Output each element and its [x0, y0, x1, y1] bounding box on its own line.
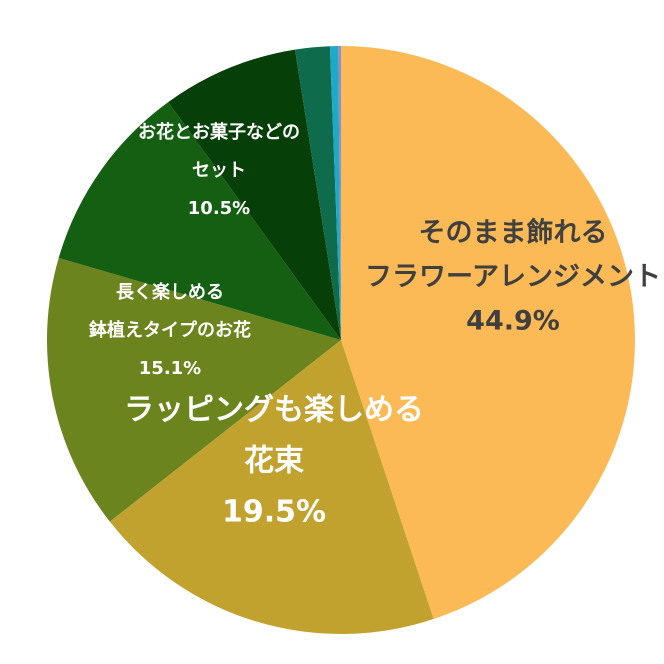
slice-category-label: 鉢植えタイプのお花	[89, 319, 251, 341]
pie-slice-2	[109, 340, 434, 634]
pie-slice-1	[341, 46, 635, 620]
pie-slice-5	[168, 49, 341, 341]
pie-slice-6	[295, 46, 341, 341]
slice-percent-label: 15.1%	[139, 358, 201, 379]
pie-slice-3	[46, 257, 341, 522]
slice-percent-label: 10.5%	[188, 198, 250, 219]
slice-category-label: そのまま飾れる	[419, 217, 608, 249]
pie-slice-4	[58, 102, 342, 341]
slice-category-label: 花束	[244, 444, 304, 479]
slice-category-label: お花とお菓子などの	[138, 121, 300, 143]
pie-slice-8	[338, 45, 341, 341]
slice-category-label: ラッピングも楽しめる	[124, 393, 424, 428]
slice-category-label: 長く楽しめる	[116, 281, 224, 303]
pie-slice-7	[329, 46, 341, 340]
slices-layer	[46, 45, 635, 634]
slice-percent-label: 19.5%	[222, 495, 326, 530]
slice-category-label: フラワーアレンジメント	[365, 262, 661, 293]
slice-category-label: セット	[192, 160, 246, 181]
slice-percent-label: 44.9%	[466, 306, 560, 337]
